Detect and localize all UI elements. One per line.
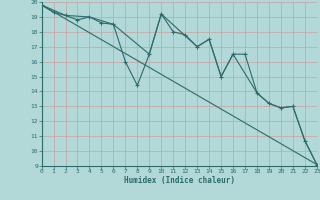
X-axis label: Humidex (Indice chaleur): Humidex (Indice chaleur) xyxy=(124,176,235,185)
